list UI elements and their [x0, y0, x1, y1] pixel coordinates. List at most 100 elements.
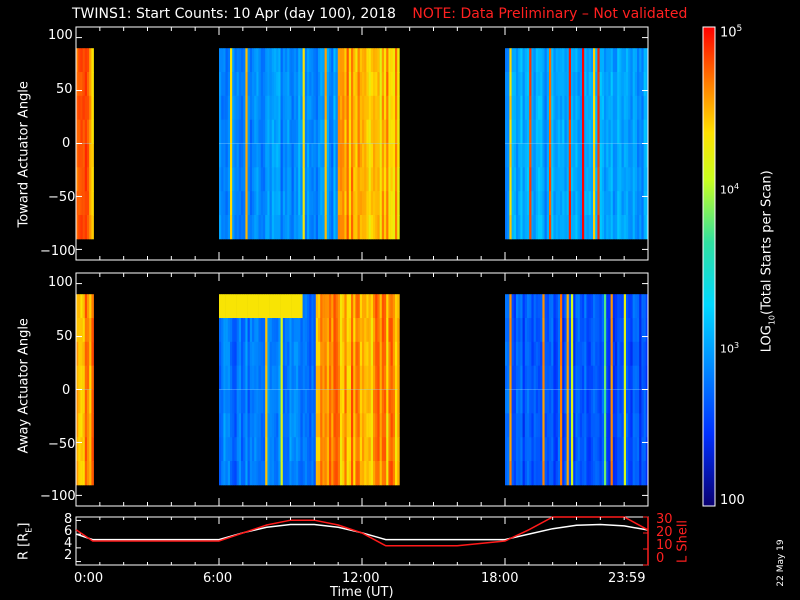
heatmap-cell: [395, 389, 398, 414]
heatmap-cell: [271, 294, 275, 319]
heatmap-cell: [348, 413, 352, 438]
heatmap-cell: [223, 389, 226, 414]
heatmap-cell: [571, 318, 574, 343]
heatmap-cell: [637, 461, 640, 486]
heatmap-cell: [560, 294, 563, 319]
heatmap-cell: [78, 365, 81, 390]
heatmap-cell: [520, 318, 523, 343]
heatmap-cell: [313, 413, 317, 438]
heatmap-cell: [608, 119, 611, 144]
heatmap-cell: [571, 294, 574, 319]
heatmap-cell: [604, 119, 607, 144]
heatmap-cell: [247, 461, 251, 486]
heatmap-cell: [234, 389, 237, 414]
heatmap-cell: [639, 389, 642, 414]
heatmap-cell: [529, 341, 532, 367]
heatmap-cell: [359, 294, 363, 319]
heatmap-cell: [520, 119, 523, 144]
heatmap-cell: [377, 72, 380, 97]
heatmap-cell: [584, 119, 587, 144]
heatmap-cell: [274, 413, 277, 438]
heatmap-cell: [225, 95, 229, 121]
heatmap-cell: [362, 318, 365, 343]
heatmap-cell: [505, 461, 508, 486]
heatmap-cell: [87, 48, 90, 73]
heatmap-cell: [326, 215, 330, 240]
heatmap-cell: [287, 318, 290, 343]
heatmap-cell: [571, 413, 574, 438]
heatmap-cell: [606, 318, 609, 343]
heatmap-cell: [641, 294, 644, 319]
heatmap-cell: [256, 294, 259, 319]
heatmap-cell: [293, 294, 297, 319]
heatmap-cell: [241, 461, 244, 486]
heatmap-cell: [254, 413, 257, 438]
heatmap-cell: [287, 461, 290, 486]
heatmap-cell: [298, 389, 301, 414]
heatmap-cell: [645, 215, 649, 240]
heatmap-cell: [520, 365, 523, 390]
heatmap-cell: [351, 413, 354, 438]
heatmap-cell: [599, 294, 603, 319]
heatmap-cell: [518, 191, 521, 216]
heatmap-cell: [340, 72, 343, 97]
heatmap-cell: [641, 95, 644, 121]
heatmap-cell: [562, 215, 565, 240]
heatmap-cell: [546, 95, 550, 121]
heatmap-cell: [542, 191, 545, 216]
heatmap-cell: [612, 341, 616, 367]
heatmap-cell: [267, 95, 270, 121]
heatmap-cell: [241, 389, 244, 414]
heatmap-cell: [335, 167, 339, 192]
heatmap-cell: [322, 365, 325, 390]
heatmap-cell: [348, 95, 352, 121]
heatmap-cell: [335, 318, 339, 343]
heatmap-cell: [557, 413, 561, 438]
heatmap-cell: [267, 341, 270, 367]
heatmap-cell: [377, 413, 380, 438]
heatmap-cell: [80, 119, 83, 144]
heatmap-cell: [388, 294, 391, 319]
heatmap-cell: [516, 119, 519, 144]
heatmap-cell: [579, 461, 583, 486]
heatmap-cell: [260, 72, 264, 97]
heatmap-cell: [366, 143, 369, 168]
heatmap-cell: [381, 341, 385, 367]
heatmap-cell: [531, 365, 534, 390]
heatmap-cell: [619, 389, 622, 414]
heatmap-cell: [249, 119, 253, 144]
heatmap-cell: [274, 461, 277, 486]
heatmap-cell: [278, 461, 281, 486]
heatmap-cell: [628, 365, 631, 390]
heatmap-cell: [507, 437, 510, 462]
heatmap-cell: [293, 215, 297, 240]
heatmap-cell: [645, 341, 649, 367]
heatmap-cell: [566, 437, 570, 462]
heatmap-cell: [269, 318, 273, 343]
heatmap-cell: [395, 72, 398, 97]
heatmap-cell: [322, 341, 325, 367]
heatmap-cell: [516, 143, 519, 168]
heatmap-cell: [340, 143, 343, 168]
heatmap-cell: [274, 341, 277, 367]
heatmap-cell: [392, 119, 396, 144]
heatmap-cell: [549, 389, 552, 414]
heatmap-cell: [296, 119, 299, 144]
heatmap-cell: [379, 461, 383, 486]
heatmap-cell: [553, 167, 556, 192]
heatmap-cell: [366, 167, 369, 192]
heatmap-cell: [320, 341, 323, 367]
heatmap-cell: [289, 318, 292, 343]
heatmap-cell: [599, 461, 603, 486]
heatmap-cell: [513, 389, 517, 414]
heatmap-cell: [252, 389, 255, 414]
heatmap-cell: [612, 167, 616, 192]
heatmap-cell: [300, 294, 303, 319]
heatmap-cell: [533, 215, 537, 240]
heatmap-cell: [87, 341, 90, 367]
heatmap-cell: [549, 437, 552, 462]
heatmap-cell: [225, 48, 229, 73]
heatmap-cell: [274, 318, 277, 343]
heatmap-cell: [513, 72, 517, 97]
heatmap-cell: [370, 72, 374, 97]
